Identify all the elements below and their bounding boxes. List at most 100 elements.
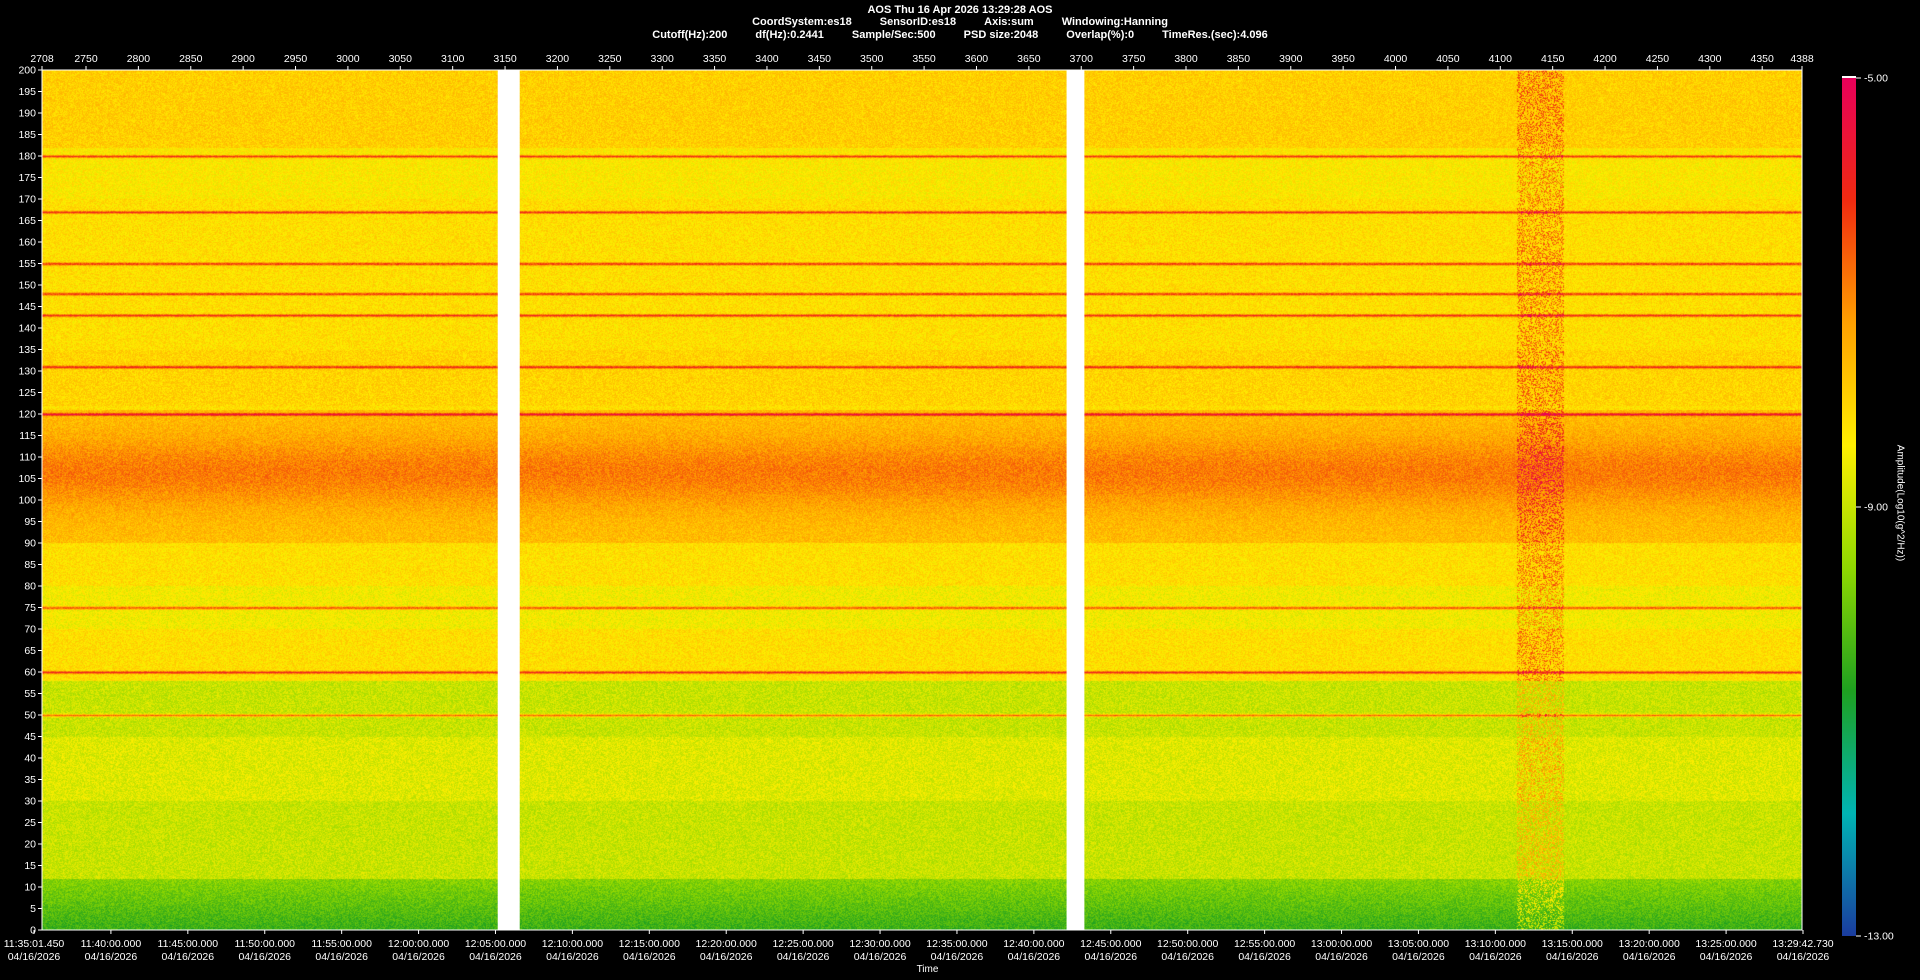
y-tick-label: 80 <box>24 581 36 593</box>
y-tick-label: 50 <box>24 710 36 722</box>
x-tick-date: 04/16/2026 <box>1085 951 1138 963</box>
y-tick-label: 60 <box>24 667 36 679</box>
y-tick-label: 190 <box>18 108 36 120</box>
x-tick-time: 13:00:00.000 <box>1311 938 1372 950</box>
x-tick-time: 11:40:00.000 <box>81 938 142 950</box>
colorbar-tick-label: -9.00 <box>1864 502 1888 514</box>
x-tick-date: 04/16/2026 <box>1623 951 1676 963</box>
y-tick-label: 195 <box>18 86 36 98</box>
y-tick-label: 125 <box>18 387 36 399</box>
top-tick-label: 3650 <box>1017 53 1041 65</box>
top-tick-label: 3300 <box>651 53 675 65</box>
top-tick-label: 3250 <box>598 53 622 65</box>
top-tick-label: 2850 <box>179 53 203 65</box>
y-tick-label: 15 <box>24 860 36 872</box>
x-tick-time: 11:55:00.000 <box>311 938 372 950</box>
top-tick-label: 3200 <box>546 53 570 65</box>
top-tick-label: 3900 <box>1279 53 1303 65</box>
header-param: CoordSystem:es18 <box>752 16 852 28</box>
y-tick-label: 120 <box>18 409 36 421</box>
x-tick-date: 04/16/2026 <box>8 951 61 963</box>
y-tick-label: 155 <box>18 258 36 270</box>
y-tick-label: 180 <box>18 151 36 163</box>
top-tick-label: 3150 <box>493 53 517 65</box>
x-tick-date: 04/16/2026 <box>1546 951 1599 963</box>
y-tick-label: 0 <box>30 925 36 937</box>
x-tick-time: 12:35:00.000 <box>926 938 987 950</box>
x-tick-date: 04/16/2026 <box>1777 951 1830 963</box>
x-tick-date: 04/16/2026 <box>700 951 753 963</box>
top-tick-label: 4200 <box>1593 53 1617 65</box>
colorbar-tick-label: -13.00 <box>1864 931 1894 943</box>
x-tick-time: 11:50:00.000 <box>234 938 295 950</box>
x-tick-time: 13:05:00.000 <box>1388 938 1449 950</box>
y-tick-label: 150 <box>18 280 36 292</box>
header-param: TimeRes.(sec):4.096 <box>1162 29 1268 41</box>
x-tick-time: 12:50:00.000 <box>1157 938 1218 950</box>
y-tick-label: 90 <box>24 538 36 550</box>
y-tick-label: 10 <box>24 882 36 894</box>
header-param: PSD size:2048 <box>963 29 1039 41</box>
top-tick-label: 2800 <box>127 53 151 65</box>
y-tick-label: 165 <box>18 215 36 227</box>
x-tick-time: 13:15:00.000 <box>1542 938 1603 950</box>
y-tick-label: 105 <box>18 473 36 485</box>
x-tick-date: 04/16/2026 <box>162 951 215 963</box>
chart-params-line-2: CoordSystem:es18 SensorID:es18 Axis:sum Win… <box>0 16 1920 28</box>
x-tick-date: 04/16/2026 <box>623 951 676 963</box>
y-tick-label: 200 <box>18 65 36 77</box>
y-tick-label: 135 <box>18 344 36 356</box>
x-tick-date: 04/16/2026 <box>469 951 522 963</box>
y-tick-label: 115 <box>19 430 36 442</box>
x-tick-date: 04/16/2026 <box>1700 951 1753 963</box>
top-tick-label: 4150 <box>1541 53 1565 65</box>
y-tick-label: 160 <box>18 237 36 249</box>
header-param: SensorID:es18 <box>879 16 957 28</box>
y-tick-label: 70 <box>24 624 36 636</box>
x-tick-time: 12:15:00.000 <box>619 938 680 950</box>
x-tick-time: 12:25:00.000 <box>772 938 833 950</box>
chart-params-line-3: Cutoff(Hz):200 df(Hz):0.2441 Sample/Sec:50… <box>0 29 1920 41</box>
y-tick-label: 55 <box>24 688 36 700</box>
x-tick-date: 04/16/2026 <box>546 951 599 963</box>
top-tick-label: 4300 <box>1698 53 1722 65</box>
top-tick-label: 2750 <box>74 53 98 65</box>
x-tick-time: 12:10:00.000 <box>542 938 603 950</box>
y-tick-label: 170 <box>18 194 36 206</box>
x-axis-label: Time <box>916 964 939 975</box>
x-tick-date: 04/16/2026 <box>1392 951 1445 963</box>
y-tick-label: 30 <box>24 796 36 808</box>
x-tick-time: 12:20:00.000 <box>696 938 757 950</box>
header-param: Windowing:Hanning <box>1061 16 1168 28</box>
top-tick-label: 3400 <box>755 53 779 65</box>
header-param: Overlap(%):0 <box>1066 29 1135 41</box>
x-tick-date: 04/16/2026 <box>777 951 830 963</box>
top-tick-label: 3550 <box>912 53 936 65</box>
y-tick-label: 130 <box>18 366 36 378</box>
y-tick-label: 45 <box>24 731 36 743</box>
x-tick-time: 12:55:00.000 <box>1234 938 1295 950</box>
top-tick-label: 3350 <box>703 53 727 65</box>
x-tick-time: 12:40:00.000 <box>1003 938 1064 950</box>
x-tick-time: 12:00:00.000 <box>388 938 449 950</box>
x-tick-time: 12:05:00.000 <box>465 938 526 950</box>
header-param: Axis:sum <box>984 16 1034 28</box>
x-tick-date: 04/16/2026 <box>854 951 907 963</box>
x-tick-date: 04/16/2026 <box>238 951 291 963</box>
y-tick-label: 85 <box>24 559 36 571</box>
x-tick-date: 04/16/2026 <box>392 951 445 963</box>
y-tick-label: 95 <box>24 516 36 528</box>
y-tick-label: 75 <box>24 602 36 614</box>
x-tick-time: 13:29:42.730 <box>1772 938 1833 950</box>
top-tick-label: 3950 <box>1331 53 1355 65</box>
y-tick-label: 110 <box>19 452 36 464</box>
top-tick-label: 3100 <box>441 53 465 65</box>
x-tick-time: 11:35:01.450 <box>4 938 65 950</box>
y-tick-label: 140 <box>18 323 36 335</box>
spectrogram-image <box>42 70 1802 930</box>
data-gap <box>497 70 520 930</box>
y-tick-label: 40 <box>24 753 36 765</box>
top-tick-label: 3450 <box>808 53 832 65</box>
header-param: Sample/Sec:500 <box>851 29 936 41</box>
